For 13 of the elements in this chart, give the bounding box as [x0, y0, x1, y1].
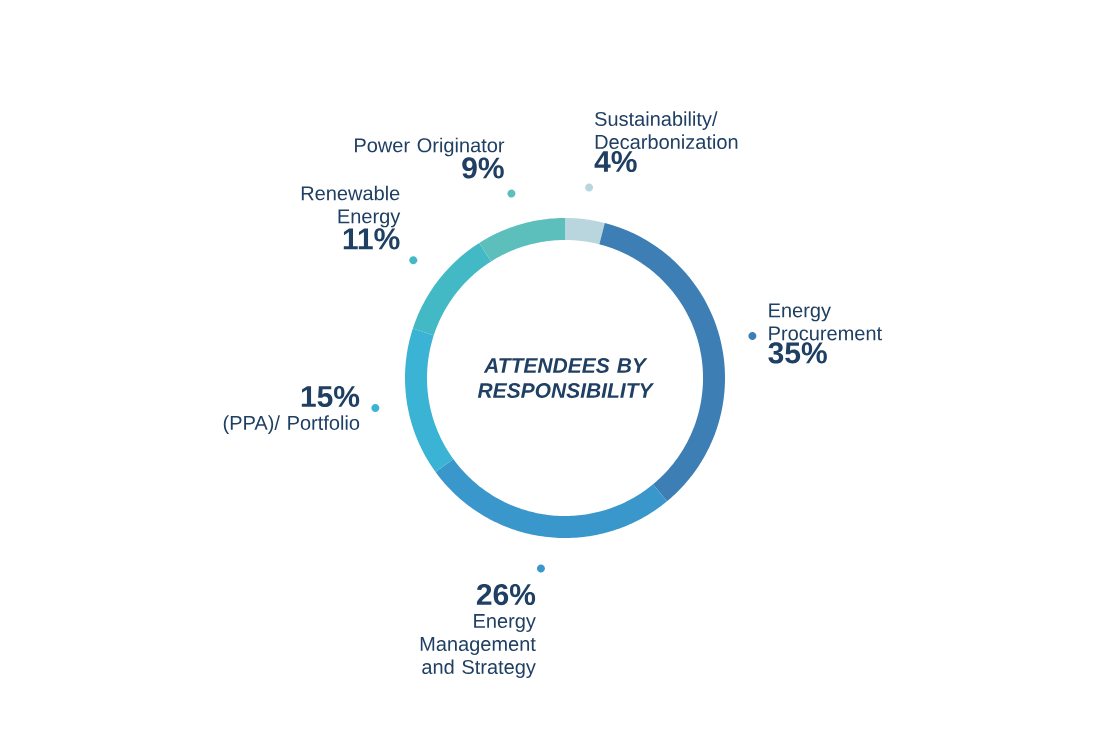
data-label: 15%	[301, 385, 360, 408]
slice-label: Energy Management and Strategy	[420, 614, 536, 679]
data-label: 35%	[768, 342, 827, 364]
slice-label: Energy Procurement	[769, 303, 882, 341]
text: ATTENDEES BY RESPONSIBILITY	[477, 358, 655, 398]
legend-label: (PPA)/ Portfolio	[223, 415, 360, 434]
data-label: 9%	[462, 157, 504, 179]
slice-label: Power Originator	[355, 137, 505, 157]
slice-label: Renewable Energy	[301, 185, 401, 228]
data-label: 11%	[343, 228, 400, 250]
data-label: 26%	[476, 583, 536, 606]
slice-label: Sustainability/ Decarbonization	[595, 111, 738, 150]
data-label: 4%	[594, 150, 637, 173]
